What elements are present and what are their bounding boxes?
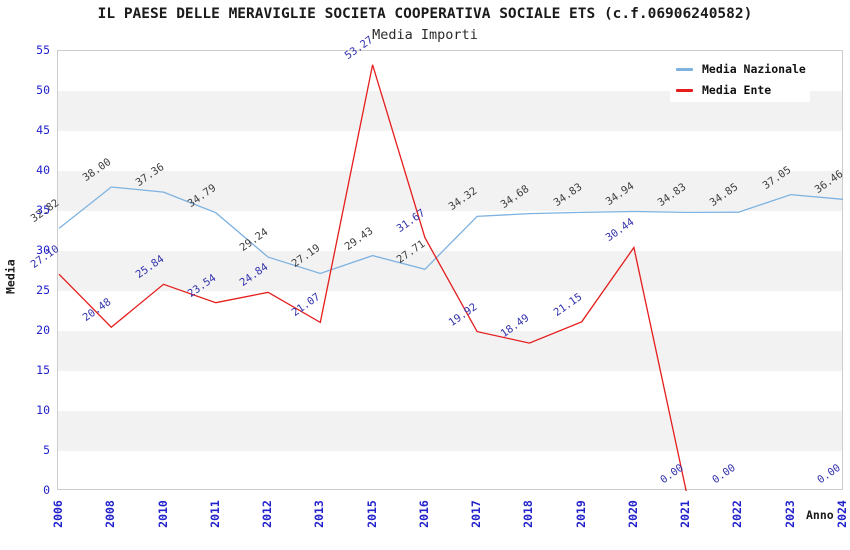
x-axis-title: Anno <box>806 508 834 522</box>
y-axis-title: Media <box>3 259 18 294</box>
y-tick-label: 25 <box>36 283 50 297</box>
x-tick-label: 2023 <box>782 500 797 528</box>
legend-item: Media Ente <box>676 83 810 97</box>
x-tick-label: 2024 <box>835 500 849 528</box>
legend-line-swatch <box>676 88 693 92</box>
chart-subtitle: Media Importi <box>372 27 478 43</box>
x-tick-label: 2011 <box>207 500 222 528</box>
x-tick-label: 2017 <box>469 500 484 528</box>
x-tick-label: 2010 <box>155 500 170 528</box>
x-tick-label: 2016 <box>416 500 431 528</box>
legend-item: Media Nazionale <box>676 62 810 76</box>
y-tick-label: 15 <box>36 363 50 377</box>
series-line <box>58 186 844 275</box>
y-tick-label: 30 <box>36 243 50 257</box>
chart-title: IL PAESE DELLE MERAVIGLIE SOCIETA COOPER… <box>97 6 753 22</box>
y-tick-label: 35 <box>36 203 50 217</box>
y-tick-label: 45 <box>36 123 50 137</box>
legend-line-swatch <box>676 67 693 71</box>
y-tick-label: 55 <box>36 43 50 57</box>
plot-area <box>57 50 843 490</box>
x-tick-label: 2020 <box>625 500 640 528</box>
x-tick-label: 2021 <box>678 500 693 528</box>
x-tick-label: 2015 <box>364 500 379 528</box>
x-tick-label: 2019 <box>573 500 588 528</box>
legend: Media Nazionale Media Ente <box>670 57 810 102</box>
y-tick-label: 5 <box>43 443 50 457</box>
x-tick-label: 2006 <box>51 500 65 528</box>
x-tick-label: 2012 <box>260 500 275 528</box>
x-tick-label: 2022 <box>730 500 745 528</box>
x-tick-label: 2018 <box>521 500 536 528</box>
y-tick-label: 0 <box>43 483 50 497</box>
legend-label: Media Nazionale <box>702 62 806 76</box>
x-tick-label: 2008 <box>103 500 118 528</box>
y-tick-label: 40 <box>36 163 50 177</box>
y-tick-label: 50 <box>36 83 50 97</box>
y-tick-label: 10 <box>36 403 50 417</box>
y-tick-label: 20 <box>36 323 50 337</box>
series-lines <box>58 51 844 491</box>
x-tick-label: 2013 <box>312 500 327 528</box>
legend-label: Media Ente <box>702 83 772 97</box>
series-line <box>59 65 843 491</box>
